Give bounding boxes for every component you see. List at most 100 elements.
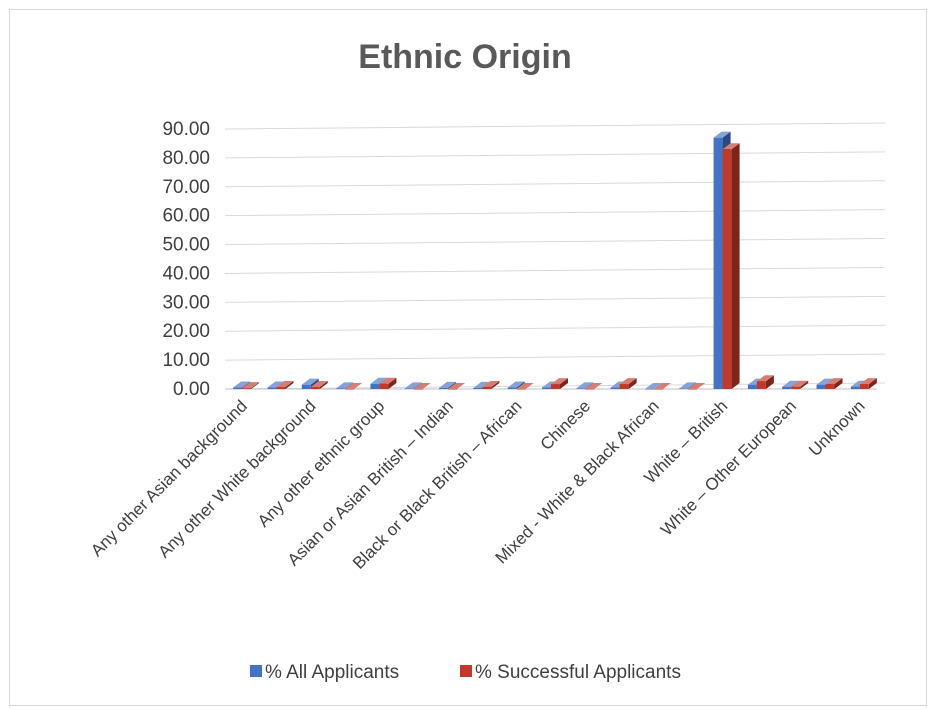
chart-title: Ethnic Origin bbox=[358, 38, 572, 76]
gridline bbox=[224, 324, 886, 332]
bar bbox=[576, 388, 586, 389]
bar-top bbox=[276, 380, 294, 387]
bar bbox=[379, 383, 389, 389]
bar-top bbox=[576, 382, 594, 389]
y-tick-label: 70.00 bbox=[162, 177, 210, 198]
bar bbox=[653, 389, 663, 390]
legend-label: % Successful Applicants bbox=[475, 662, 681, 683]
bar-side bbox=[560, 378, 568, 389]
bar-side bbox=[731, 143, 740, 389]
bar-side bbox=[413, 382, 422, 389]
bar bbox=[722, 149, 732, 389]
bar bbox=[276, 386, 286, 389]
bar-top bbox=[644, 383, 662, 389]
bar-top bbox=[653, 383, 671, 389]
bar bbox=[825, 384, 835, 389]
y-tick-label: 80.00 bbox=[162, 148, 210, 169]
bar bbox=[585, 389, 595, 390]
bar-side bbox=[251, 382, 260, 389]
bar-top bbox=[379, 377, 397, 384]
y-tick-label: 50.00 bbox=[162, 235, 210, 256]
bar bbox=[370, 383, 380, 389]
bar bbox=[310, 386, 320, 389]
bar-side bbox=[319, 380, 328, 389]
bar-top bbox=[439, 381, 457, 388]
bar bbox=[345, 389, 355, 390]
y-tick-label: 20.00 bbox=[162, 321, 210, 342]
bar bbox=[713, 137, 723, 389]
bar-top bbox=[233, 381, 251, 388]
bar-side bbox=[834, 378, 843, 389]
bar bbox=[267, 387, 277, 389]
gridline bbox=[224, 209, 886, 217]
gridline bbox=[224, 151, 886, 159]
bar-side bbox=[688, 382, 697, 389]
bar-side bbox=[345, 382, 354, 389]
bar bbox=[507, 387, 517, 389]
bar bbox=[756, 381, 766, 389]
bar-top bbox=[507, 381, 525, 388]
bar bbox=[448, 389, 458, 390]
bar bbox=[301, 384, 311, 389]
bar bbox=[482, 386, 492, 389]
y-tick-label: 40.00 bbox=[162, 263, 210, 284]
bar-side bbox=[868, 378, 877, 389]
y-tick-label: 30.00 bbox=[162, 292, 210, 313]
bar-side bbox=[448, 381, 457, 389]
legend-swatch bbox=[250, 665, 262, 677]
bar bbox=[816, 384, 826, 389]
bar-side bbox=[765, 375, 774, 389]
bar-top bbox=[782, 380, 800, 387]
gridline bbox=[224, 180, 886, 188]
bar bbox=[473, 387, 483, 389]
gridline bbox=[224, 122, 886, 130]
x-tick-label: Unknown bbox=[805, 396, 869, 460]
x-tick-label: White – Other European bbox=[657, 396, 800, 539]
gridline bbox=[224, 295, 886, 303]
bar-top bbox=[301, 378, 319, 385]
y-tick-label: 0.00 bbox=[173, 379, 210, 400]
x-tick-label: Any other ethnic group bbox=[254, 396, 388, 530]
bar bbox=[644, 389, 654, 390]
bar-top bbox=[310, 380, 328, 387]
bar-top bbox=[482, 380, 500, 387]
bar-top bbox=[336, 382, 354, 389]
bar-top bbox=[404, 382, 422, 389]
bar-top bbox=[242, 382, 260, 389]
bar-top bbox=[756, 375, 774, 382]
legend-swatch bbox=[460, 665, 472, 677]
bar-side bbox=[491, 380, 500, 389]
bar bbox=[516, 389, 526, 390]
bar-top bbox=[816, 378, 834, 385]
bar bbox=[413, 389, 423, 390]
bar-top bbox=[585, 383, 603, 389]
legend-label: % All Applicants bbox=[265, 662, 399, 683]
bar bbox=[791, 386, 801, 389]
bar bbox=[688, 389, 698, 390]
y-tick-label: 60.00 bbox=[162, 206, 210, 227]
bar-side bbox=[516, 381, 525, 389]
bar bbox=[850, 386, 860, 389]
bar bbox=[551, 384, 560, 389]
bar bbox=[233, 387, 243, 389]
bar-top bbox=[267, 381, 285, 388]
bar-top bbox=[722, 143, 740, 150]
bar bbox=[439, 387, 449, 389]
gridline bbox=[224, 238, 886, 246]
bar-top bbox=[825, 378, 843, 385]
bar-top bbox=[370, 377, 388, 384]
y-tick-label: 90.00 bbox=[162, 119, 210, 140]
bar-top bbox=[679, 382, 697, 389]
bar-top bbox=[448, 383, 466, 389]
bar-side bbox=[388, 377, 397, 389]
bar bbox=[242, 388, 252, 389]
bar-top bbox=[413, 383, 431, 389]
bar-top bbox=[473, 381, 491, 388]
bar bbox=[747, 384, 757, 389]
y-tick-label: 10.00 bbox=[162, 350, 210, 371]
gridline bbox=[224, 266, 886, 274]
bar-side bbox=[285, 380, 294, 389]
bar bbox=[619, 384, 629, 389]
bar bbox=[404, 388, 414, 389]
